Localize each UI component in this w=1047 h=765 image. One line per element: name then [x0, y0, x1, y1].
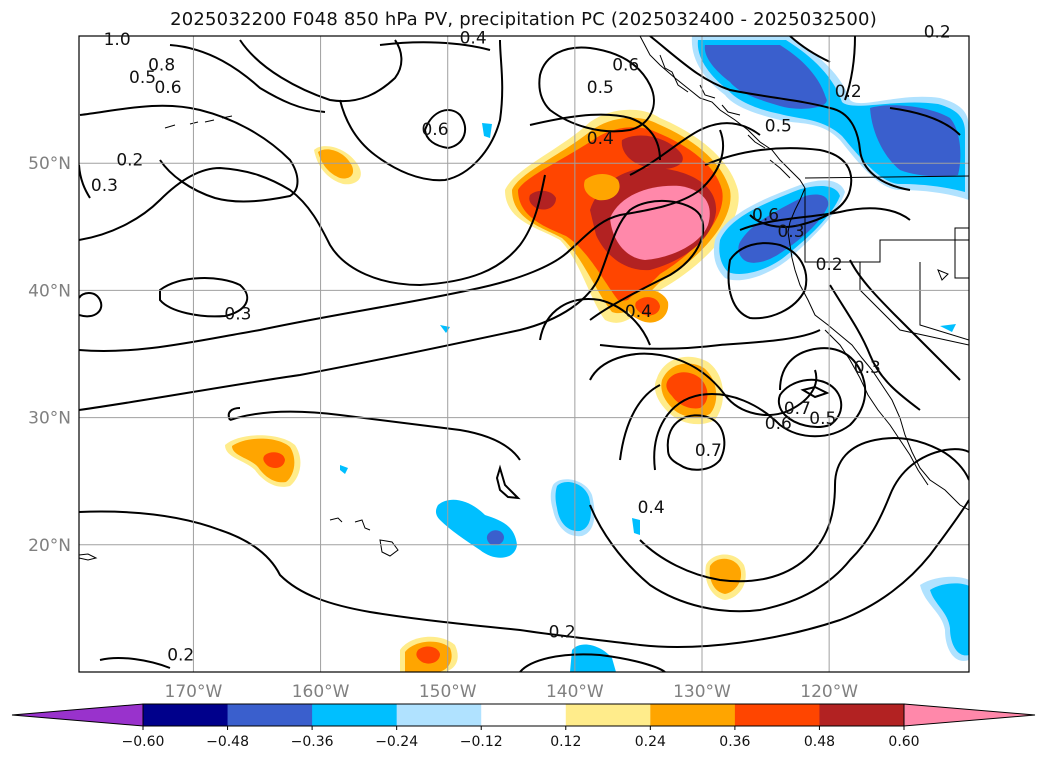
map-field-layer [79, 36, 969, 672]
colorbar-segment [565, 704, 651, 726]
colorbar-tick-label: 0.12 [550, 734, 581, 750]
latitude-labels: 50°N 40°N 30°N 20°N [28, 154, 71, 556]
precip-negative-patch [704, 45, 961, 177]
colorbar-segment [227, 704, 313, 726]
colorbar-tick-label: −0.60 [122, 734, 165, 750]
precip-positive-patch [529, 190, 556, 210]
lon-tick-label: 120°W [800, 682, 858, 702]
contour-label: 0.3 [91, 176, 118, 196]
contour-label: 0.6 [421, 120, 448, 140]
lon-tick-label: 170°W [165, 682, 223, 702]
contour-label: 0.5 [129, 68, 156, 88]
contour-label: 0.8 [148, 55, 175, 75]
precip-positive-patch [232, 438, 295, 483]
contour-label: 0.2 [167, 646, 194, 666]
contour-label: 0.3 [854, 358, 881, 378]
contour-label: 0.4 [460, 29, 487, 49]
colorbar-tick-label: −0.12 [460, 734, 503, 750]
precip-positive-patch [635, 297, 660, 316]
colorbar-segment [819, 704, 905, 726]
colorbar-tick-label: −0.36 [291, 734, 334, 750]
contour-label: 0.2 [549, 623, 576, 643]
colorbar-tick-label: 0.48 [804, 734, 835, 750]
contour-label: 0.6 [752, 205, 779, 225]
lon-tick-label: 150°W [419, 682, 477, 702]
contour-label: 0.4 [625, 302, 652, 322]
map-title: 2025032200 F048 850 hPa PV, precipitatio… [170, 9, 877, 30]
gridlines [79, 36, 969, 672]
contour-label: 0.2 [816, 255, 843, 275]
contour-label: 0.7 [695, 441, 722, 461]
precip-positive-patch [584, 174, 620, 201]
lon-tick-label: 140°W [546, 682, 604, 702]
lat-tick-label: 20°N [28, 536, 71, 556]
contour-label: 0.5 [765, 116, 792, 136]
colorbar-segment [481, 704, 567, 726]
colorbar-segment [650, 704, 736, 726]
contour-label: 0.3 [777, 222, 804, 242]
precip-positive-patch [666, 372, 708, 409]
colorbar-segment [143, 704, 229, 726]
precip-negative-patch [930, 583, 969, 656]
precip-negative-patch [570, 644, 616, 672]
colorbar-segment [734, 704, 820, 726]
lat-tick-label: 50°N [28, 154, 71, 174]
precip-positive-patch [318, 149, 354, 179]
contour-label: 0.4 [587, 129, 614, 149]
colorbar-tick-label: 0.60 [888, 734, 919, 750]
contour-label: 0.2 [835, 82, 862, 102]
precip-negative-patch [486, 530, 504, 546]
colorbar-frame [142, 703, 905, 727]
colorbar-tick-label: 0.36 [719, 734, 750, 750]
longitude-labels: 170°W 160°W 150°W 140°W 130°W 120°W [165, 682, 859, 702]
colorbar-tick-label: −0.24 [375, 734, 418, 750]
contour-label: 0.4 [638, 498, 665, 518]
contour-label: 0.5 [809, 409, 836, 429]
colorbar-extend-low [11, 703, 144, 727]
precip-positive-patch [709, 558, 742, 594]
colorbar-tick-label: −0.48 [206, 734, 249, 750]
contour-label: 0.6 [612, 55, 639, 75]
colorbar-tick-label: 0.24 [635, 734, 666, 750]
coastlines [79, 36, 969, 561]
contour-labels: 1.00.80.50.60.40.60.20.30.60.50.40.50.60… [91, 22, 951, 666]
lon-tick-label: 160°W [292, 682, 350, 702]
precip-positive-patch [263, 452, 285, 468]
colorbar-segment [312, 704, 398, 726]
colorbar: −0.60 −0.48 −0.36 −0.24 −0.12 0.12 0.24 0.36 0.4… [11, 703, 1036, 750]
colorbar-extend-high [903, 703, 1036, 727]
precip-negative-patch [738, 194, 829, 263]
contour-label: 0.2 [116, 151, 143, 171]
contour-label: 0.5 [587, 78, 614, 98]
contour-label: 0.2 [924, 22, 951, 42]
contour-label: 1.0 [104, 30, 131, 50]
lon-tick-label: 130°W [673, 682, 731, 702]
contour-label: 0.6 [765, 414, 792, 434]
contour-label: 0.7 [784, 399, 811, 419]
precip-positive-patch [416, 646, 440, 664]
lat-tick-label: 40°N [28, 281, 71, 301]
contour-label: 0.3 [224, 305, 251, 325]
lat-tick-label: 30°N [28, 409, 71, 429]
map-frame [78, 35, 970, 673]
colorbar-segment [396, 704, 482, 726]
precip-negative-patch [555, 481, 591, 532]
contour-label: 0.6 [154, 78, 181, 98]
